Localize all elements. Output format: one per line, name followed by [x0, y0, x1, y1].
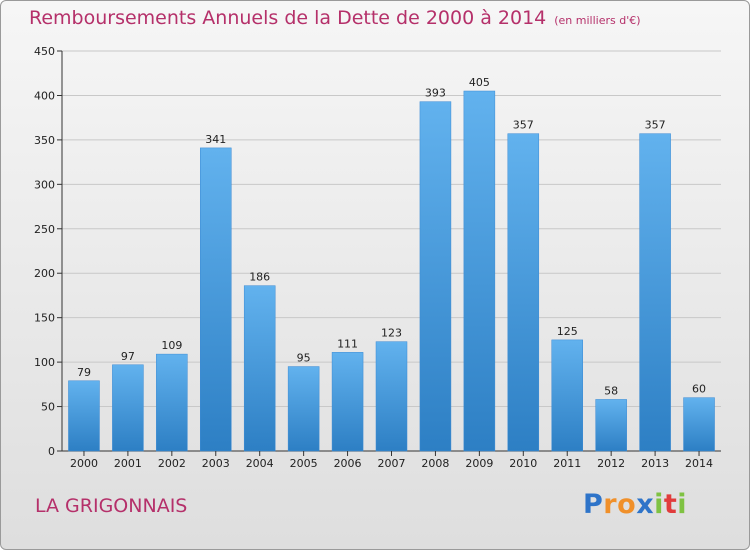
y-tick-label: 150	[34, 312, 55, 325]
data-label-2014: 60	[692, 383, 706, 396]
bar-2009	[463, 90, 496, 452]
bar-2001	[112, 364, 144, 452]
data-label-2003: 341	[205, 133, 226, 146]
x-tick-label-2013: 2013	[641, 457, 669, 470]
chart-title: Remboursements Annuels de la Dette de 20…	[29, 7, 641, 29]
bar-2014	[683, 397, 715, 452]
logo-letter: x	[636, 489, 655, 520]
x-tick-label-2014: 2014	[685, 457, 713, 470]
x-tick-label-2006: 2006	[334, 457, 362, 470]
bar-2012	[595, 399, 627, 452]
data-label-2006: 111	[337, 337, 358, 350]
proxiti-logo: Proxiti	[583, 489, 687, 520]
data-label-2005: 95	[297, 352, 311, 365]
data-label-2009: 405	[469, 76, 490, 89]
y-tick-label: 50	[41, 401, 55, 414]
y-axis-ticks: 0 50 100 150 200 250 300 350 400 450	[34, 45, 62, 458]
data-label-2007: 123	[381, 327, 402, 340]
data-label-2010: 357	[513, 119, 534, 132]
data-label-2008: 393	[425, 87, 446, 100]
logo-letter: r	[603, 489, 618, 520]
data-label-2013: 357	[645, 119, 666, 132]
data-label-2004: 186	[249, 271, 270, 284]
y-tick-label: 100	[34, 356, 55, 369]
chart-title-text: Remboursements Annuels de la Dette de 20…	[29, 7, 547, 29]
data-label-2012: 58	[604, 384, 618, 397]
y-tick-label: 0	[48, 445, 55, 458]
logo-letter: o	[617, 489, 637, 520]
y-tick-label: 250	[34, 223, 55, 236]
x-tick-label-2012: 2012	[597, 457, 625, 470]
logo-letter: P	[583, 489, 604, 520]
bar-2000	[68, 380, 100, 452]
x-tick-label-2010: 2010	[509, 457, 537, 470]
y-tick-label: 200	[34, 267, 55, 280]
x-tick-label-2005: 2005	[290, 457, 318, 470]
x-tick-label-2002: 2002	[158, 457, 186, 470]
data-label-2000: 79	[77, 366, 91, 379]
x-tick-label-2003: 2003	[202, 457, 230, 470]
chart-unit: (en milliers d'€)	[554, 14, 641, 27]
bar-2008	[419, 101, 452, 452]
data-label-2001: 97	[121, 350, 135, 363]
bar-2010	[507, 133, 540, 452]
x-tick-label-2007: 2007	[378, 457, 406, 470]
data-label-2002: 109	[161, 339, 182, 352]
bar-2004	[243, 285, 276, 452]
x-tick-label-2001: 2001	[114, 457, 142, 470]
x-axis-ticks: 2000 2001 2002 2003 2004 2005 2006 2007 2008 2009…	[70, 451, 713, 470]
bar-2002	[156, 353, 188, 452]
y-tick-label: 450	[34, 45, 55, 58]
x-tick-label-2004: 2004	[246, 457, 274, 470]
data-label-2011: 125	[557, 325, 578, 338]
bar-2007	[375, 341, 408, 452]
bar-2006	[331, 352, 364, 452]
bar-2013	[639, 133, 671, 452]
x-tick-label-2008: 2008	[421, 457, 449, 470]
bar-2011	[551, 339, 583, 452]
bar-2003	[200, 147, 232, 452]
y-tick-label: 300	[34, 178, 55, 191]
logo-letter: i	[654, 489, 664, 520]
bar-2005	[287, 366, 320, 452]
place-name: LA GRIGONNAIS	[35, 495, 188, 517]
data-labels: 79 97 109 341 186 95 111 123 393 405 357 125 58 357 60	[77, 76, 706, 397]
x-tick-label-2009: 2009	[465, 457, 493, 470]
logo-letter: t	[663, 489, 678, 520]
bars	[68, 90, 715, 452]
y-tick-label: 350	[34, 134, 55, 147]
x-tick-label-2000: 2000	[70, 457, 98, 470]
y-tick-label: 400	[34, 89, 55, 102]
x-tick-label-2011: 2011	[553, 457, 581, 470]
logo-letter: i	[677, 489, 688, 520]
